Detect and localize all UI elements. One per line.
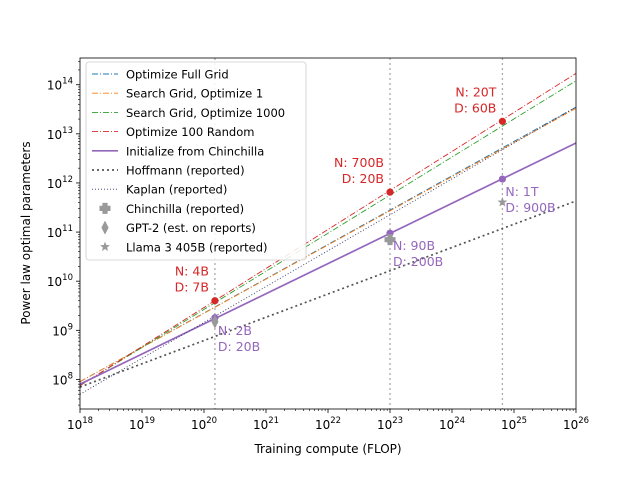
legend-label-2: Search Grid, Optimize 1000 bbox=[126, 106, 285, 120]
x-tick-base: 10 bbox=[315, 418, 330, 432]
legend-marker-9 bbox=[100, 241, 110, 252]
legend-label-3: Optimize 100 Random bbox=[126, 125, 254, 139]
data-point-1 bbox=[386, 188, 394, 196]
legend: Optimize Full Grid Search Grid, Optimize … bbox=[85, 61, 307, 261]
y-tick-label-6: 1014 bbox=[47, 77, 73, 93]
series-line-2 bbox=[79, 80, 577, 386]
series-line-5 bbox=[79, 200, 577, 388]
y-tick-label-5: 1013 bbox=[47, 126, 73, 142]
y-tick-exponent: 11 bbox=[62, 224, 73, 234]
y-tick-exponent: 13 bbox=[62, 126, 73, 136]
x-tick-base: 10 bbox=[563, 418, 578, 432]
x-tick-base: 10 bbox=[253, 418, 268, 432]
x-tick-exponent: 18 bbox=[82, 416, 93, 426]
legend-label-1: Search Grid, Optimize 1 bbox=[126, 87, 263, 101]
data-point-0 bbox=[211, 297, 219, 305]
data-point-5 bbox=[498, 175, 507, 183]
annotation-2-line-0: N: 20T bbox=[455, 84, 496, 99]
annotation-5-line-1: D: 900B bbox=[505, 200, 555, 215]
x-tick-base: 10 bbox=[67, 418, 82, 432]
y-tick-label-4: 1012 bbox=[47, 175, 73, 191]
x-tick-exponent: 19 bbox=[144, 416, 155, 426]
legend-box bbox=[85, 61, 307, 261]
y-tick-exponent: 14 bbox=[62, 77, 73, 87]
y-tick-exponent: 10 bbox=[62, 273, 73, 283]
x-tick-label-2: 1020 bbox=[191, 416, 217, 432]
series-line-6 bbox=[79, 106, 577, 395]
annotation-4-line-1: D: 200B bbox=[393, 254, 443, 269]
y-tick-label-2: 1010 bbox=[47, 273, 73, 289]
legend-label-0: Optimize Full Grid bbox=[126, 68, 229, 82]
annotation-0-line-0: N: 4B bbox=[175, 264, 209, 279]
x-tick-label-4: 1022 bbox=[315, 416, 341, 432]
annotation-3-line-0: N: 2B bbox=[218, 323, 252, 338]
y-tick-base: 10 bbox=[47, 177, 62, 191]
legend-marker-7 bbox=[99, 202, 111, 214]
y-tick-exponent: 12 bbox=[62, 175, 73, 185]
x-tick-base: 10 bbox=[377, 418, 392, 432]
annotation-2-line-1: D: 60B bbox=[454, 100, 496, 115]
x-tick-base: 10 bbox=[439, 418, 454, 432]
data-point-6 bbox=[384, 234, 396, 246]
x-tick-label-0: 1018 bbox=[67, 416, 93, 432]
y-tick-base: 10 bbox=[52, 324, 67, 338]
data-point-7 bbox=[211, 314, 219, 329]
annotation-4-line-0: N: 90B bbox=[393, 238, 435, 253]
legend-label-9: Llama 3 405B (reported) bbox=[126, 240, 268, 254]
legend-label-5: Hoffmann (reported) bbox=[126, 164, 245, 178]
annotation-1-line-0: N: 700B bbox=[334, 155, 384, 170]
x-tick-base: 10 bbox=[501, 418, 516, 432]
x-tick-exponent: 25 bbox=[516, 416, 527, 426]
x-axis: 1018 1019 1020 1021 1022 1023 1024 1025 1026 bbox=[67, 409, 589, 432]
x-tick-label-8: 1026 bbox=[563, 416, 589, 432]
y-axis-label: Power law optimal parameters bbox=[19, 141, 33, 324]
x-tick-exponent: 24 bbox=[454, 416, 465, 426]
annotation-5-line-0: N: 1T bbox=[505, 184, 538, 199]
y-tick-base: 10 bbox=[52, 373, 67, 387]
y-tick-base: 10 bbox=[47, 128, 62, 142]
x-tick-base: 10 bbox=[191, 418, 206, 432]
y-tick-base: 10 bbox=[47, 226, 62, 240]
legend-marker-8 bbox=[101, 220, 109, 235]
series-lines bbox=[79, 73, 577, 395]
x-tick-exponent: 22 bbox=[330, 416, 341, 426]
y-tick-exponent: 9 bbox=[68, 322, 73, 332]
series-line-1 bbox=[79, 107, 577, 383]
annotation-3-line-1: D: 20B bbox=[218, 339, 260, 354]
x-axis-label: Training compute (FLOP) bbox=[253, 442, 401, 456]
x-tick-label-1: 1019 bbox=[129, 416, 155, 432]
y-tick-label-1: 109 bbox=[52, 322, 73, 338]
legend-label-8: GPT-2 (est. on reports) bbox=[126, 221, 256, 235]
y-tick-exponent: 8 bbox=[68, 371, 73, 381]
y-tick-base: 10 bbox=[47, 275, 62, 289]
x-tick-exponent: 23 bbox=[392, 416, 403, 426]
x-tick-label-7: 1025 bbox=[501, 416, 527, 432]
x-tick-exponent: 21 bbox=[268, 416, 279, 426]
x-tick-exponent: 26 bbox=[578, 416, 589, 426]
x-tick-label-5: 1023 bbox=[377, 416, 403, 432]
series-line-0 bbox=[79, 106, 577, 383]
series-line-3 bbox=[79, 73, 577, 386]
y-tick-base: 10 bbox=[47, 79, 62, 93]
annotation-1-line-1: D: 20B bbox=[342, 171, 384, 186]
annotation-0-line-1: D: 7B bbox=[175, 280, 209, 295]
data-point-2 bbox=[498, 117, 507, 125]
data-point-8 bbox=[497, 197, 508, 207]
series-line-4 bbox=[79, 142, 577, 385]
legend-label-7: Chinchilla (reported) bbox=[126, 202, 244, 216]
y-tick-label-0: 108 bbox=[52, 371, 73, 387]
legend-label-4: Initialize from Chinchilla bbox=[126, 144, 264, 158]
data-markers bbox=[211, 117, 508, 329]
x-tick-exponent: 20 bbox=[206, 416, 217, 426]
legend-label-6: Kaplan (reported) bbox=[126, 183, 227, 197]
x-tick-label-6: 1024 bbox=[439, 416, 465, 432]
y-tick-label-3: 1011 bbox=[47, 224, 73, 240]
x-tick-base: 10 bbox=[129, 418, 144, 432]
x-tick-label-3: 1021 bbox=[253, 416, 279, 432]
